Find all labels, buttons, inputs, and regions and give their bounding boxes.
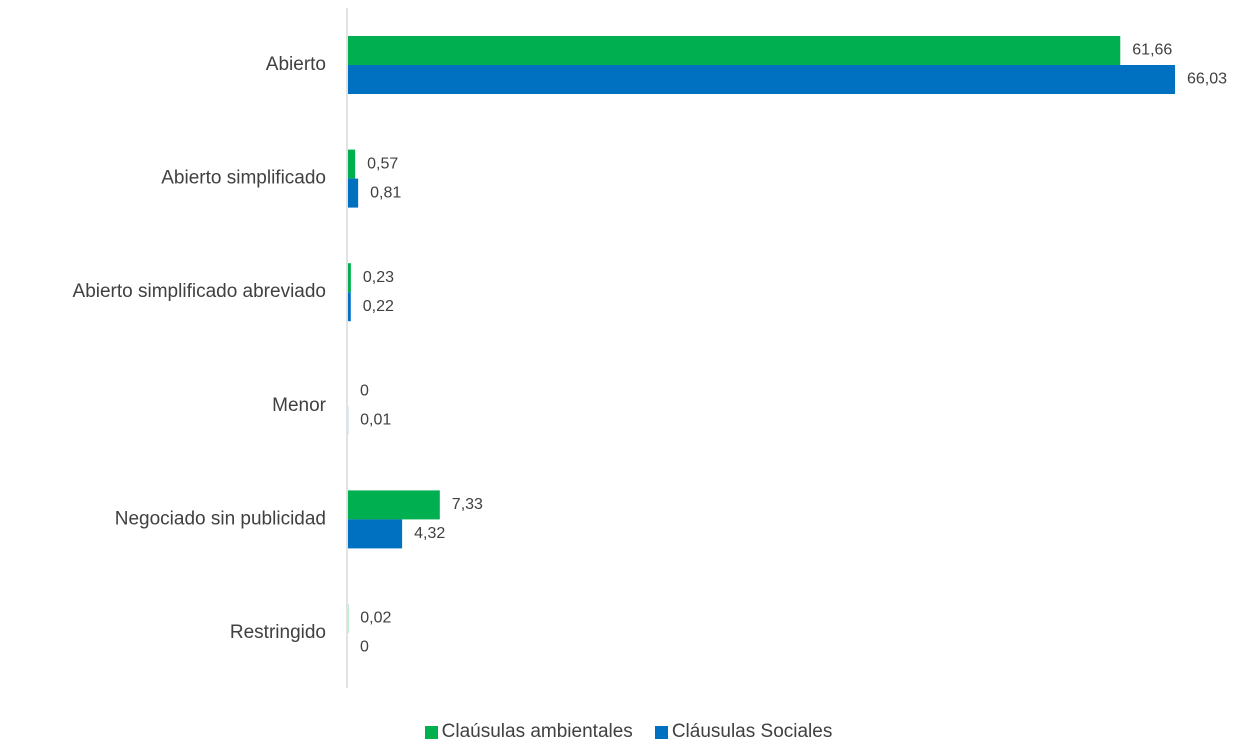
bars: [348, 36, 1175, 633]
data-label-ambientales: 0: [360, 383, 369, 400]
data-label-sociales: 4,32: [414, 525, 445, 542]
bar-sociales: [348, 65, 1175, 94]
bar-sociales: [348, 292, 351, 322]
category-label: Negociado sin publicidad: [115, 508, 326, 529]
bar-ambientales: [348, 149, 356, 179]
category-label: Abierto simplificado: [161, 168, 326, 189]
data-label-sociales: 0,81: [370, 184, 401, 201]
legend-swatch-ambientales: [424, 725, 438, 739]
category-label: Restringido: [230, 622, 326, 643]
bar-sociales: [348, 178, 359, 208]
category-labels: Abierto Abierto simplificado Abierto simpl…: [73, 54, 327, 643]
legend: Claúsulas ambientales Cláusulas Sociales: [0, 718, 1253, 746]
category-label: Abierto simplificado abreviado: [73, 281, 326, 302]
category-label: Menor: [272, 395, 327, 416]
legend-label-sociales: Cláusulas Sociales: [671, 721, 833, 742]
legend-item-ambientales: Claúsulas ambientales: [424, 721, 633, 743]
bar-ambientales: [348, 263, 351, 293]
data-labels: 61,66 66,03 0,57 0,81 0,23 0,22 0 0,01 7,33 4,32 0…: [360, 42, 1227, 656]
legend-swatch-sociales: [654, 725, 668, 739]
data-label-ambientales: 61,66: [1132, 42, 1172, 59]
data-label-ambientales: 0,02: [360, 610, 391, 627]
bar-ambientales: [348, 36, 1121, 65]
bar-sociales: [348, 519, 403, 549]
legend-label-ambientales: Claúsulas ambientales: [441, 721, 633, 742]
data-label-ambientales: 7,33: [452, 496, 483, 513]
data-label-sociales: 66,03: [1187, 71, 1227, 88]
category-label: Abierto: [266, 54, 326, 75]
bar-chart-plot: Abierto Abierto simplificado Abierto simpl…: [73, 8, 1227, 688]
data-label-sociales: 0,01: [360, 412, 391, 429]
legend-item-sociales: Cláusulas Sociales: [654, 721, 833, 743]
bar-ambientales: [348, 490, 440, 520]
data-label-sociales: 0: [360, 639, 369, 656]
data-label-ambientales: 0,57: [367, 155, 398, 172]
data-label-sociales: 0,22: [363, 298, 394, 315]
data-label-ambientales: 0,23: [363, 269, 394, 286]
